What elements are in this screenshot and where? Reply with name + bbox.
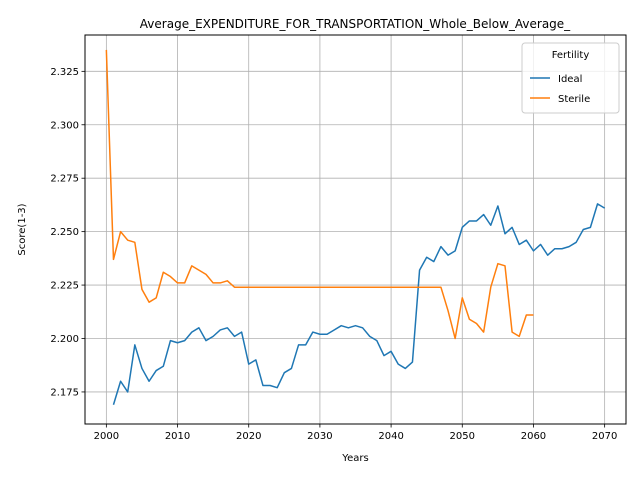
plot-frame — [84, 34, 627, 425]
x-tick-label: 2020 — [236, 431, 261, 442]
series-line-ideal — [112, 203, 606, 405]
legend: Fertility Ideal Sterile — [521, 42, 620, 114]
y-axis-label: Score(1-3) — [17, 203, 28, 255]
x-tick-label: 2000 — [94, 431, 119, 442]
series-lines — [105, 49, 606, 405]
x-tick-label: 2040 — [378, 431, 403, 442]
y-tick-label: 2.275 — [50, 174, 79, 185]
axis-ticks: 2000 2010 2020 2030 2040 2050 2060 2070 2.175 2.2… — [50, 67, 617, 442]
y-tick-label: 2.225 — [50, 281, 79, 292]
x-tick-label: 2050 — [450, 431, 475, 442]
y-tick-label: 2.200 — [50, 334, 79, 345]
y-tick-label: 2.175 — [50, 387, 79, 398]
y-tick-label: 2.325 — [50, 67, 79, 78]
legend-box — [521, 42, 620, 114]
y-tick-label: 2.300 — [50, 120, 79, 131]
legend-label: Ideal — [558, 74, 582, 85]
legend-title: Fertility — [552, 50, 590, 61]
chart-title: Average_EXPENDITURE_FOR_TRANSPORTATION_W… — [140, 17, 571, 31]
legend-label: Sterile — [558, 94, 590, 105]
x-tick-label: 2010 — [165, 431, 190, 442]
y-tick-label: 2.250 — [50, 227, 79, 238]
x-axis-label: Years — [341, 453, 368, 464]
x-tick-label: 2070 — [592, 431, 617, 442]
x-tick-label: 2060 — [521, 431, 546, 442]
x-tick-label: 2030 — [307, 431, 332, 442]
series-line-sterile — [105, 49, 534, 340]
